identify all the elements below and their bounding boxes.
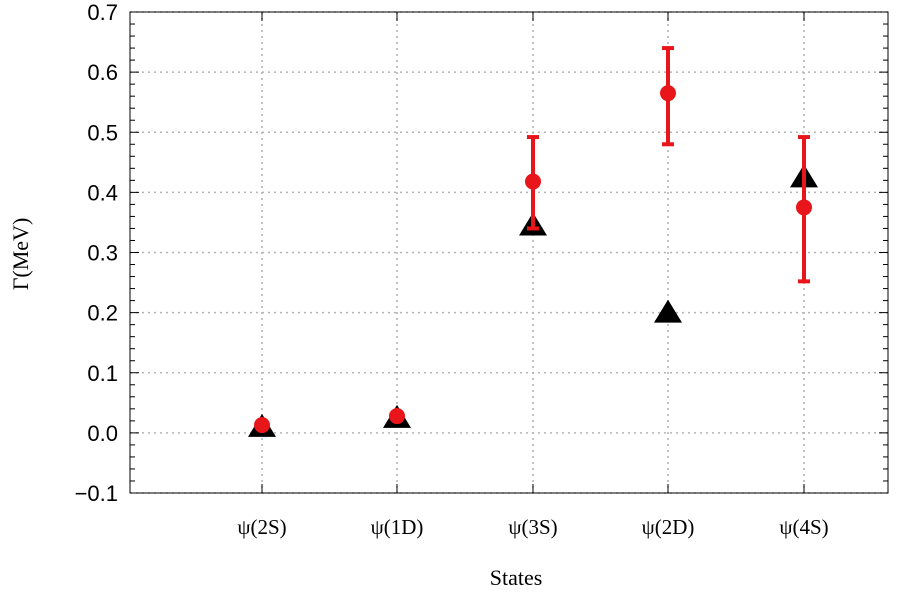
y-tick-label: 0.7	[87, 0, 118, 25]
y-axis-title: Γ(MeV)	[8, 218, 33, 291]
x-tick-label: ψ(2D)	[642, 515, 695, 539]
x-axis-title: States	[490, 565, 543, 590]
y-tick-label: 0.0	[87, 421, 118, 446]
circle-point	[796, 199, 812, 216]
x-tick-label: ψ(2S)	[237, 515, 286, 539]
plot-frame	[129, 11, 889, 494]
y-tick-label: 0.5	[87, 120, 118, 145]
marks-layer	[248, 46, 818, 437]
y-tick-label: 0.2	[87, 301, 118, 326]
grid-layer	[130, 11, 888, 494]
x-tick-label: ψ(1D)	[371, 515, 424, 539]
y-tick-label: −0.1	[75, 481, 118, 506]
axes-layer: −0.1 0.0 0.1 0.2 0.3 0.4 0.5 0.6 0.7 ψ(2S) ψ(1D) ψ(…	[75, 0, 889, 539]
circle-point	[254, 417, 270, 434]
y-tick-label: 0.3	[87, 241, 118, 266]
circle-point	[389, 408, 405, 425]
circle-point	[525, 173, 541, 190]
x-tick-label: ψ(4S)	[779, 515, 828, 539]
circle-point	[660, 85, 676, 102]
y-tick-label: 0.4	[87, 180, 118, 205]
x-tick-label: ψ(3S)	[508, 515, 557, 539]
triangle-point	[654, 299, 682, 323]
y-tick-label: 0.1	[87, 361, 118, 386]
y-tick-label: 0.6	[87, 60, 118, 85]
